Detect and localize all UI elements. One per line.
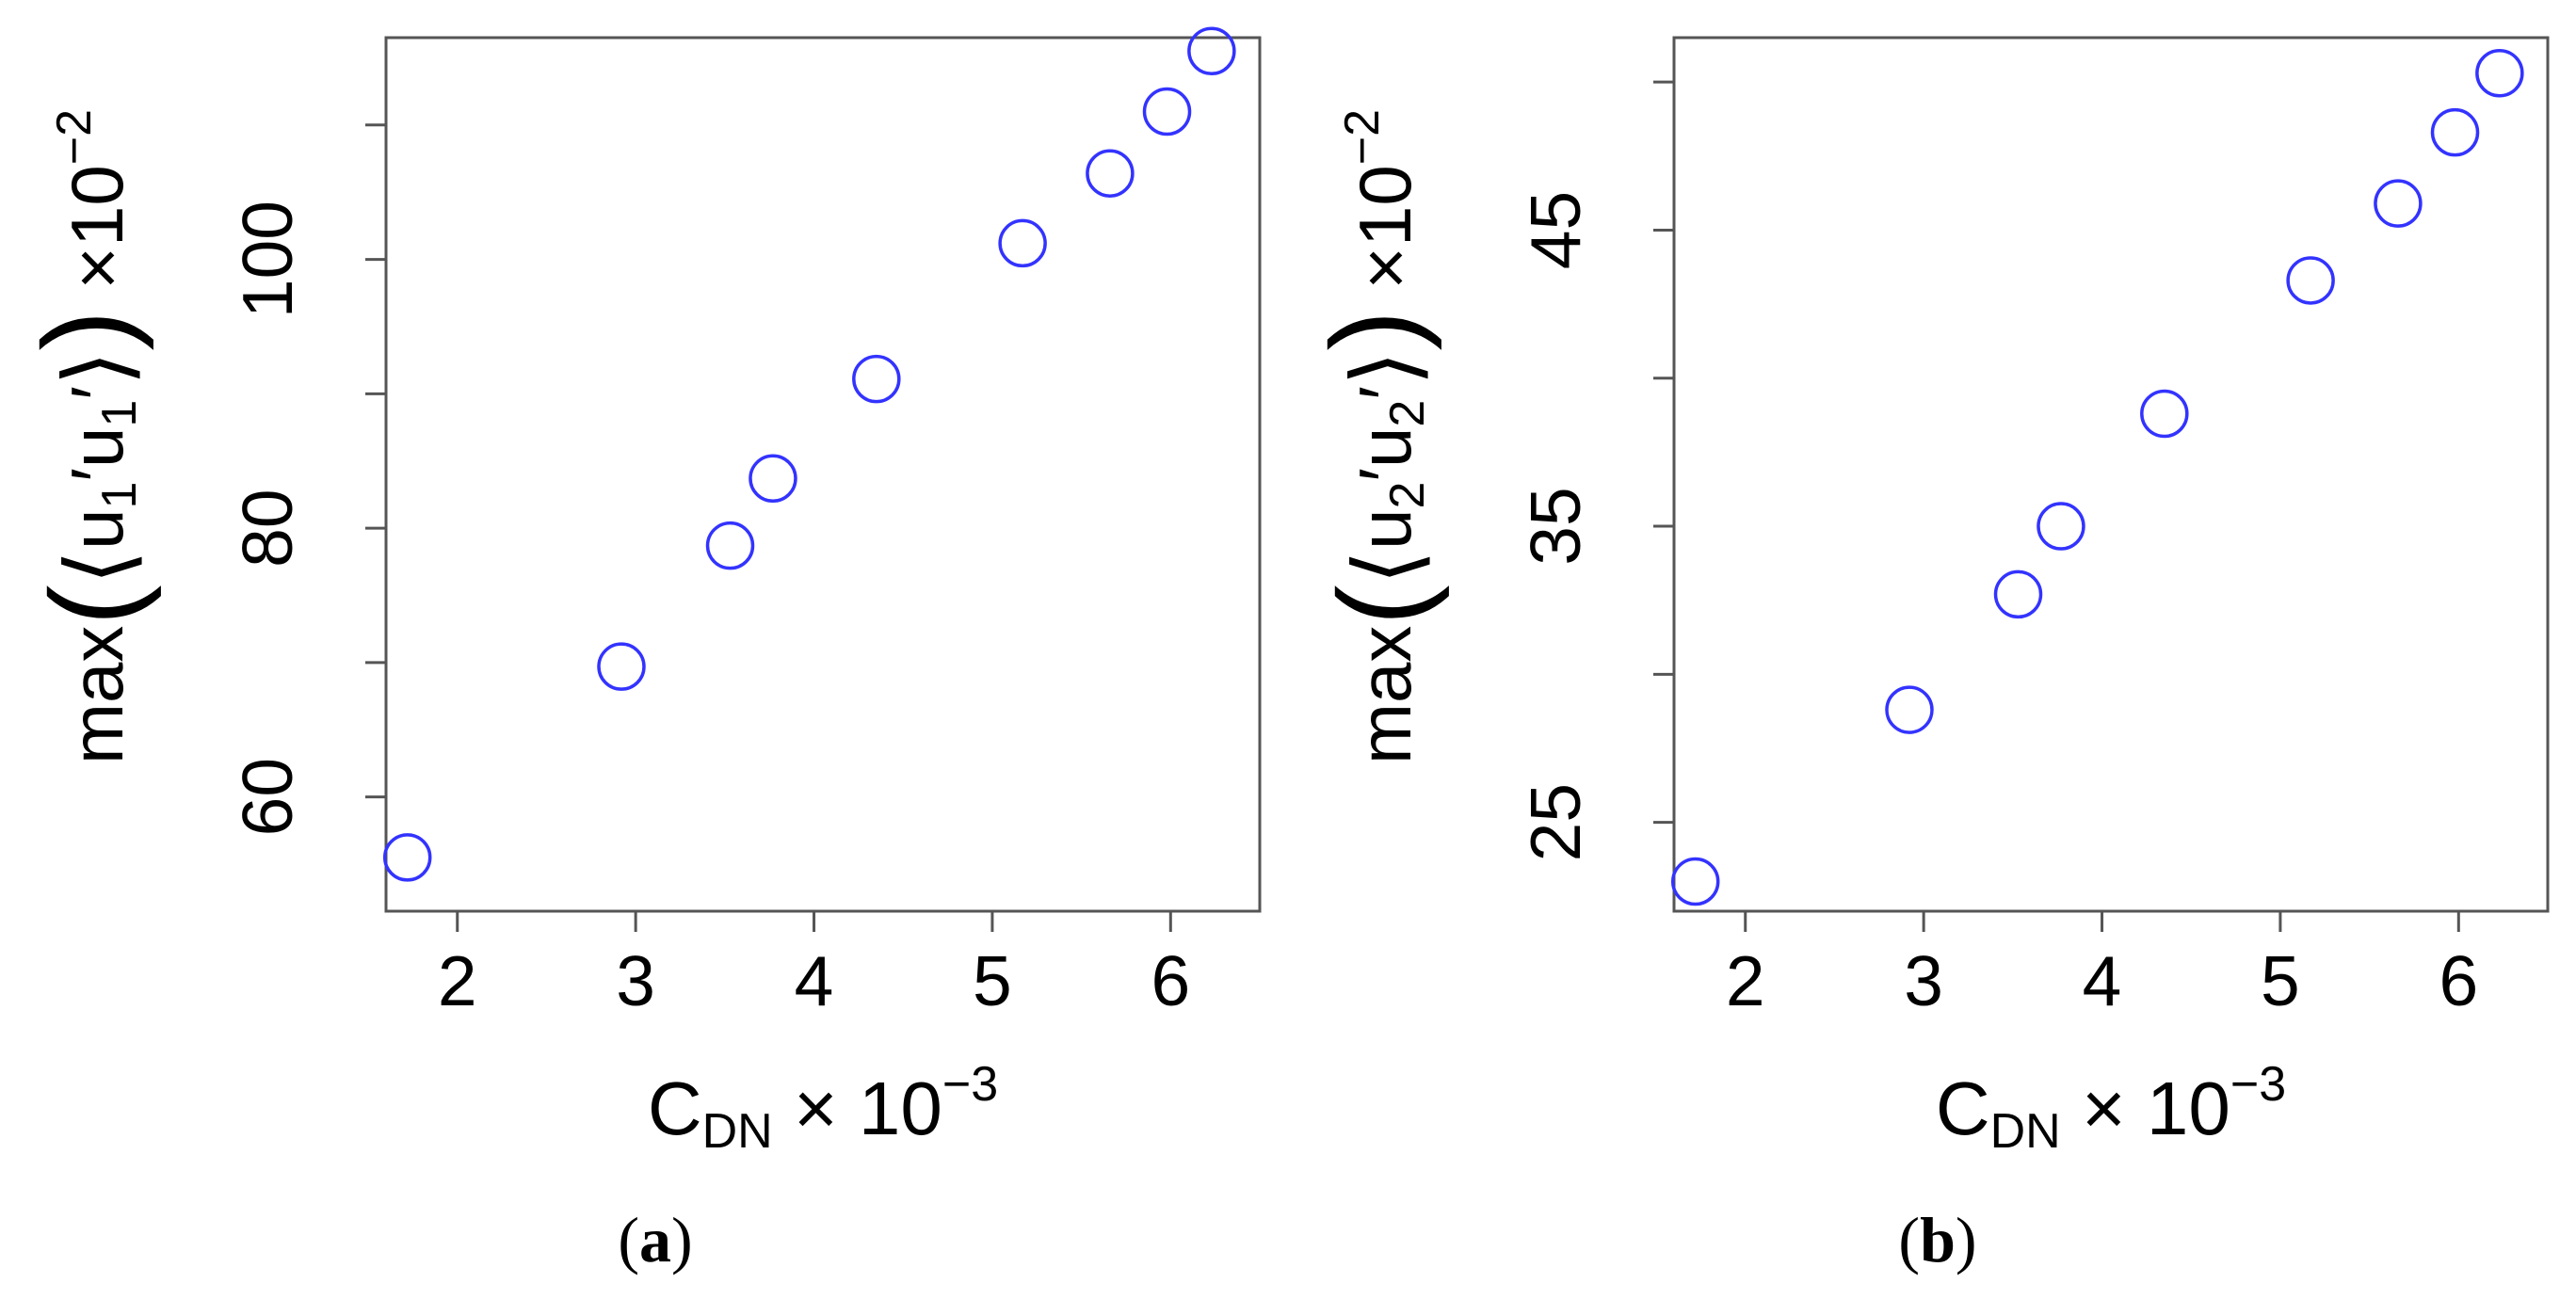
panel-b-caption: (b) [1898,1204,1977,1275]
y-tick-label: 80 [228,489,307,567]
plot-frame [1672,36,2550,913]
y-axis-label: max(⟨u2′u2′⟩) ×10−2 [1305,109,1450,764]
data-point [597,642,646,691]
x-tick-label: 3 [1904,941,1943,1020]
data-point [2374,179,2423,228]
data-point [2286,256,2335,305]
data-point [382,833,432,882]
data-point [998,218,1047,268]
data-point [1187,26,1236,76]
x-axis-label: CDN × 10−3 [648,1057,998,1159]
y-tick-label: 25 [1516,783,1595,861]
data-point [1993,569,2043,619]
data-point [852,354,901,404]
y-tick-label: 45 [1516,191,1595,269]
x-tick-label: 3 [616,941,655,1020]
x-tick-label: 6 [2439,941,2478,1020]
data-point [1885,685,1934,734]
y-tick-label: 60 [228,758,307,836]
data-point [2140,389,2189,439]
x-tick-label: 6 [1151,941,1190,1020]
panel-a-caption: (a) [618,1204,693,1275]
data-point [2475,48,2524,98]
x-tick-label: 2 [438,941,477,1020]
y-tick-label: 35 [1516,487,1595,565]
data-point [705,521,755,570]
y-tick-label: 100 [228,200,307,318]
data-point [749,454,797,504]
x-tick-label: 2 [1726,941,1765,1020]
x-axis-label: CDN × 10−3 [1936,1057,2286,1159]
data-point [2037,502,2085,551]
panel-a-chart: 2 3 4 5 6 60 80 100 CDN × 10−3 max(⟨u1′u1′⟩) ×10−… [17,26,1262,1159]
data-point [1142,87,1192,136]
x-tick-label: 4 [795,941,834,1020]
data-point [1670,857,1720,906]
plot-frame [384,36,1262,913]
data-point [1086,149,1135,198]
data-point [2430,107,2480,157]
x-tick-label: 4 [2083,941,2122,1020]
y-axis-label: max(⟨u1′u1′⟩) ×10−2 [17,109,162,764]
x-tick-label: 5 [2261,941,2300,1020]
x-tick-label: 5 [973,941,1012,1020]
